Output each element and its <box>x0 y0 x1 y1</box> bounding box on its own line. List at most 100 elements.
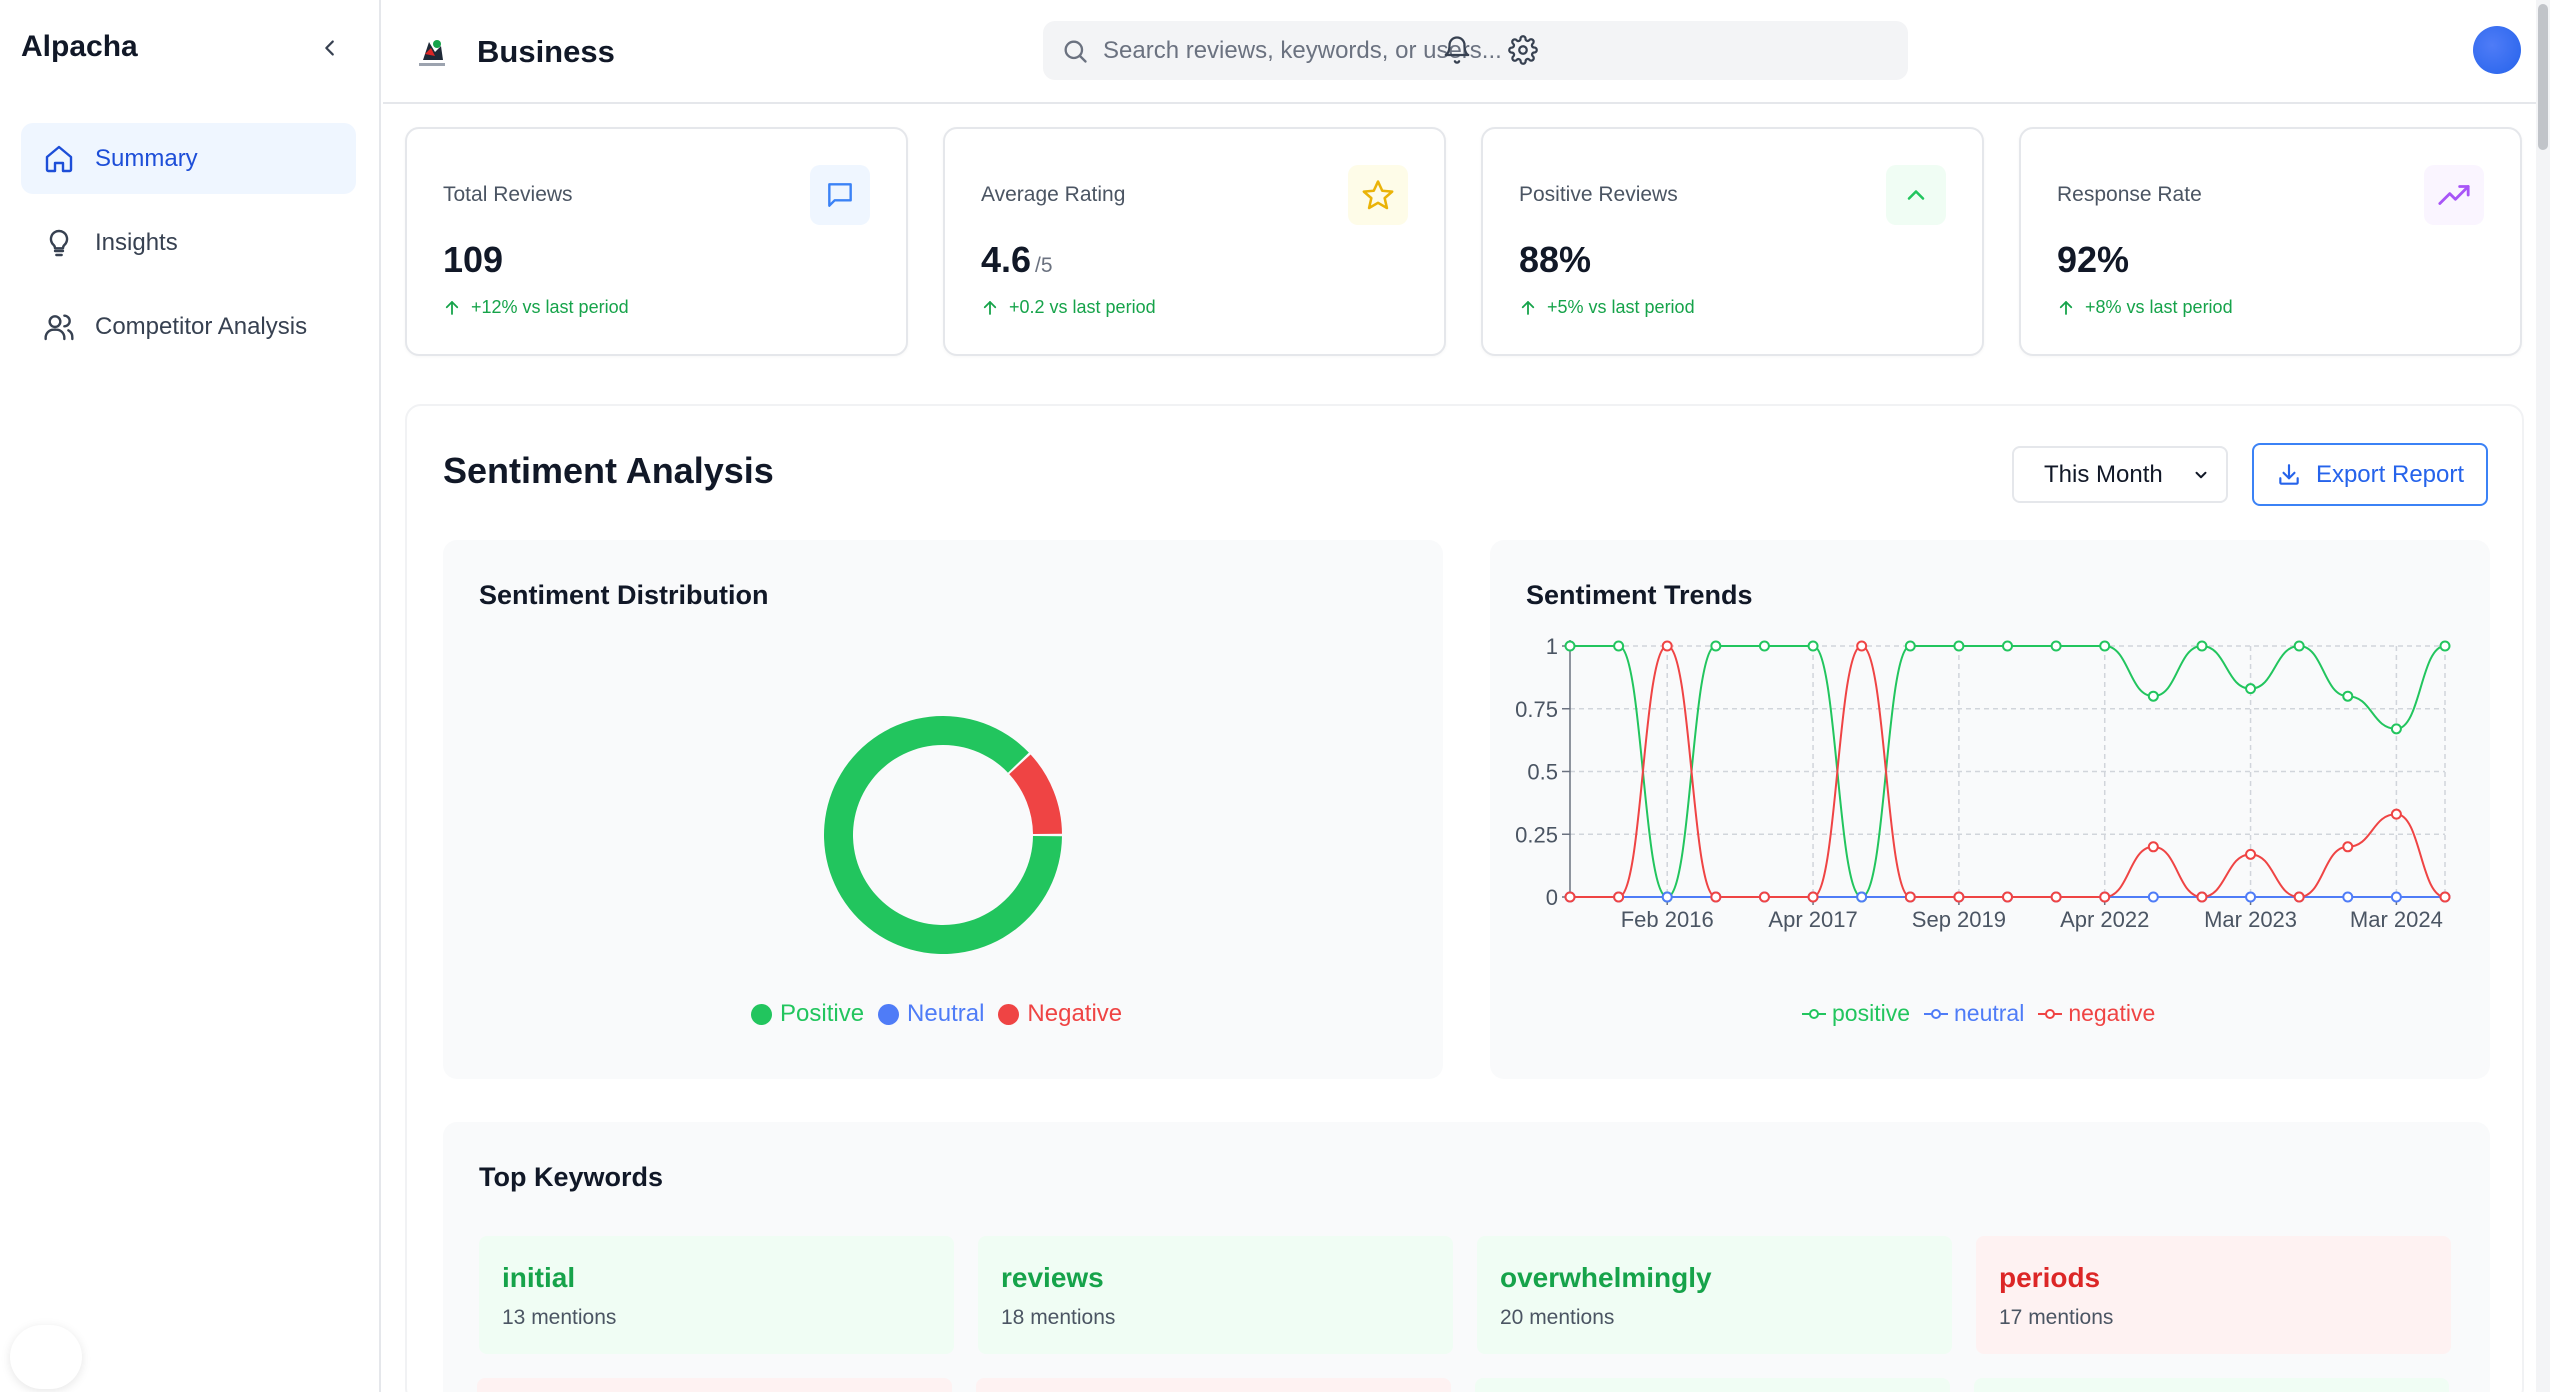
keyword-card[interactable]: periods 17 mentions <box>1976 1236 2451 1354</box>
data-point-positive[interactable] <box>1613 640 1625 652</box>
data-point-negative[interactable] <box>2002 891 2013 903</box>
data-point-negative[interactable] <box>2390 808 2402 820</box>
legend-label: negative <box>2068 1000 2156 1026</box>
bell-icon <box>1444 36 1470 64</box>
legend-item-neutral[interactable]: Neutral <box>878 1000 984 1028</box>
lightbulb-icon <box>49 229 69 256</box>
notifications-button[interactable] <box>1437 30 1477 70</box>
search-input[interactable] <box>1103 36 1883 65</box>
collapse-sidebar-button[interactable] <box>312 30 348 66</box>
stat-icon <box>2424 165 2484 225</box>
data-point-neutral[interactable] <box>1856 891 1868 903</box>
data-point-negative[interactable] <box>2342 841 2354 853</box>
data-point-negative[interactable] <box>2245 848 2257 860</box>
data-point-positive[interactable] <box>1564 640 1576 652</box>
data-point-negative[interactable] <box>2439 891 2451 903</box>
export-report-button[interactable]: Export Report <box>2252 443 2488 506</box>
data-point-positive[interactable] <box>1758 640 1770 652</box>
data-point-negative[interactable] <box>1953 891 1965 903</box>
data-point-positive[interactable] <box>1953 640 1965 652</box>
data-point-negative[interactable] <box>2147 841 2159 853</box>
stat-value: 4.6/5 <box>981 239 1053 280</box>
data-point-negative[interactable] <box>2196 891 2208 903</box>
y-tick-label: 0.5 <box>1527 760 1558 785</box>
donut-slice-positive[interactable] <box>824 716 1062 954</box>
sidebar-nav: Summary Insights Competitor Analysis <box>21 123 356 375</box>
legend-label: Neutral <box>907 1000 985 1027</box>
legend-item-negative[interactable]: Negative <box>998 1000 1122 1028</box>
x-tick-label: Mar 2023 <box>2204 907 2297 932</box>
keyword-card[interactable]: reviews 18 mentions <box>978 1236 1453 1354</box>
data-point-negative[interactable] <box>1710 891 1722 903</box>
data-point-negative[interactable] <box>1856 640 1868 652</box>
settings-button[interactable] <box>1503 30 1543 70</box>
legend-item-positive[interactable]: Positive <box>751 1000 864 1028</box>
legend-item-neutral[interactable]: neutral <box>1923 1000 2024 1027</box>
panel-title: Top Keywords <box>479 1162 664 1192</box>
page-scrollbar[interactable] <box>2536 0 2550 1392</box>
data-point-neutral[interactable] <box>1661 891 1673 903</box>
data-point-positive[interactable] <box>2196 640 2208 652</box>
data-point-positive[interactable] <box>2342 690 2354 702</box>
user-avatar[interactable] <box>2473 26 2521 74</box>
period-select[interactable]: This Month <box>2012 446 2228 503</box>
data-point-negative[interactable] <box>1807 891 1819 903</box>
sentiment-analysis-section: Sentiment Analysis This Month Export Rep… <box>405 404 2524 1392</box>
data-point-negative[interactable] <box>1661 640 1673 652</box>
stat-value: 88% <box>1519 239 1592 280</box>
sidebar-item-insights[interactable]: Insights <box>21 207 356 278</box>
data-point-positive[interactable] <box>1807 640 1819 652</box>
data-point-positive[interactable] <box>2002 640 2013 652</box>
legend-item-negative[interactable]: negative <box>2038 1000 2155 1027</box>
data-point-negative[interactable] <box>2293 891 2305 903</box>
data-point-neutral[interactable] <box>2245 891 2257 903</box>
keyword-card-partial[interactable] <box>1475 1378 1950 1392</box>
data-point-positive[interactable] <box>1904 640 1916 652</box>
data-point-neutral[interactable] <box>2342 891 2354 903</box>
data-point-neutral[interactable] <box>2390 891 2402 903</box>
data-point-negative[interactable] <box>2099 891 2111 903</box>
data-point-negative[interactable] <box>1758 891 1770 903</box>
panel-title: Sentiment Trends <box>1526 580 1753 610</box>
data-point-negative[interactable] <box>2050 891 2062 903</box>
data-point-neutral[interactable] <box>2147 891 2159 903</box>
data-point-positive[interactable] <box>2147 690 2159 702</box>
stat-value: 109 <box>443 239 504 280</box>
trending-up-icon <box>2438 185 2470 205</box>
data-point-positive[interactable] <box>2439 640 2451 652</box>
data-point-positive[interactable] <box>2245 683 2257 695</box>
keyword-card-partial[interactable] <box>1974 1378 2449 1392</box>
data-point-positive[interactable] <box>1710 640 1722 652</box>
search-bar[interactable] <box>1043 21 1908 80</box>
keyword-card-partial[interactable] <box>976 1378 1451 1392</box>
legend-item-positive[interactable]: positive <box>1802 1000 1910 1027</box>
data-point-negative[interactable] <box>1904 891 1916 903</box>
sentiment-trends-chart: 0 0.25 0.5 0.75 1 Feb 2016 Apr 2017 Sep 2019 Apr… <box>1515 634 2451 932</box>
sidebar-item-summary[interactable]: Summary <box>21 123 356 194</box>
keyword-card-partial[interactable] <box>477 1378 952 1392</box>
legend-label: positive <box>1832 1000 1910 1026</box>
stat-card-response-rate: Response Rate 92% +8% vs last period <box>2019 127 2522 356</box>
donut-slice-negative[interactable] <box>1009 754 1062 835</box>
legend-label: Positive <box>780 1000 865 1027</box>
sentiment-trends-panel: Sentiment Trends 0 0.25 0.5 0.75 1 Feb 2016 Ap… <box>1490 540 2490 1079</box>
data-point-negative[interactable] <box>1613 891 1625 903</box>
keyword-card[interactable]: overwhelmingly 20 mentions <box>1477 1236 1952 1354</box>
sidebar-item-competitor-analysis[interactable]: Competitor Analysis <box>21 291 356 362</box>
keyword-card[interactable]: initial 13 mentions <box>479 1236 954 1354</box>
data-point-positive[interactable] <box>2050 640 2062 652</box>
scrollbar-thumb[interactable] <box>2538 4 2548 150</box>
y-tick-label: 0.25 <box>1515 822 1558 847</box>
panel-title: Sentiment Distribution <box>479 580 769 610</box>
arrow-up-icon <box>1521 300 1535 315</box>
chevron-down-icon <box>2195 471 2207 479</box>
floating-action-button[interactable] <box>10 1325 82 1389</box>
data-point-negative[interactable] <box>1564 891 1576 903</box>
data-point-positive[interactable] <box>2390 723 2402 735</box>
x-tick-label: Feb 2016 <box>1621 907 1714 932</box>
data-point-positive[interactable] <box>2293 640 2305 652</box>
data-point-positive[interactable] <box>2099 640 2111 652</box>
gear-icon <box>1508 35 1538 65</box>
users-icon <box>44 313 74 340</box>
stat-change: +0.2 vs last period <box>981 297 1156 318</box>
